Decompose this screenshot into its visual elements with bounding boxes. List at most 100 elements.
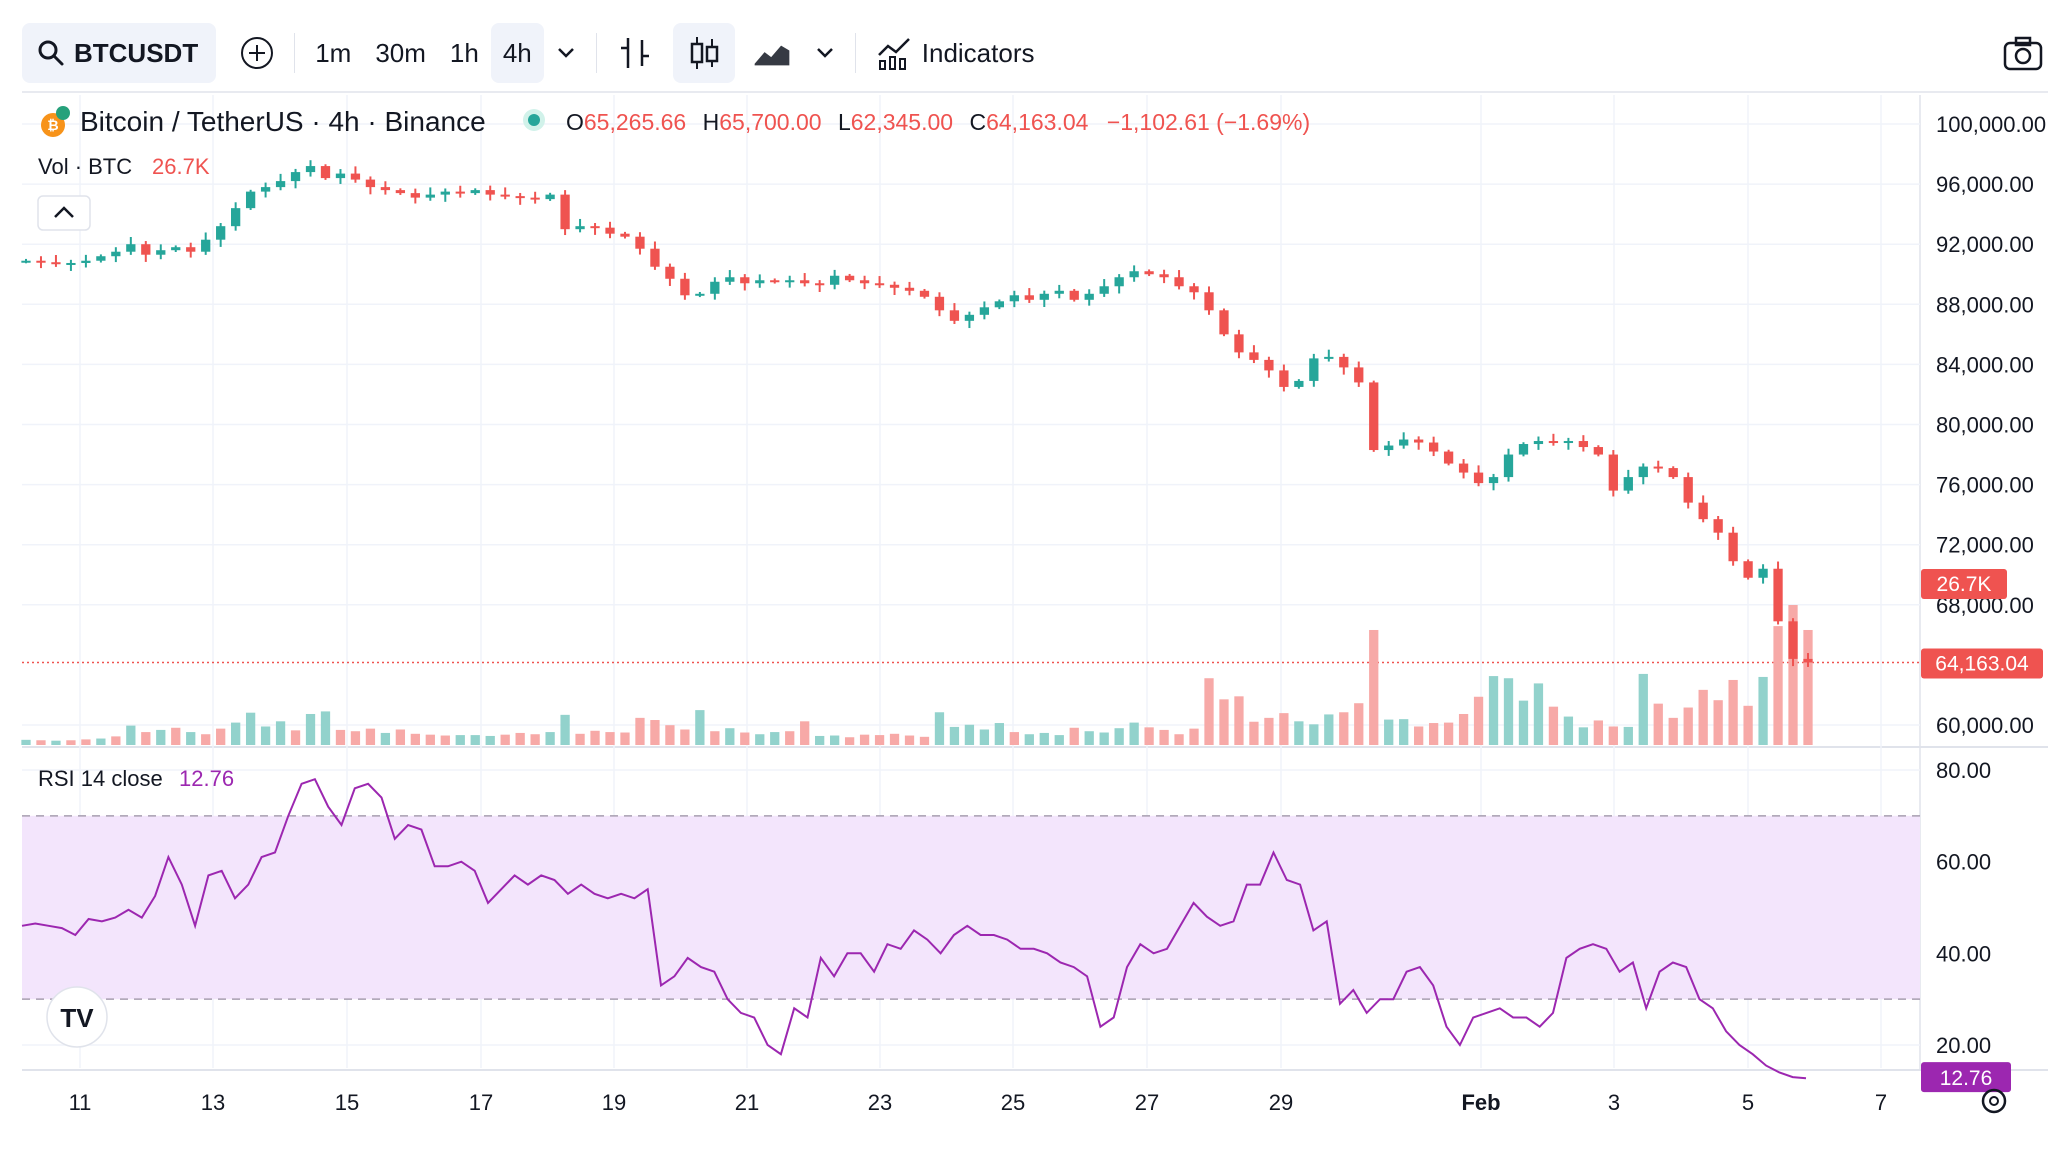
volume-bar <box>1473 696 1484 745</box>
interval-4h-button[interactable]: 4h <box>490 23 544 83</box>
candle <box>949 303 960 324</box>
last-price-text: 64,163.04 <box>1935 652 2029 675</box>
candle <box>964 311 975 329</box>
volume-value-label: 26.7K <box>1921 569 2007 599</box>
candle <box>1114 274 1124 294</box>
candle <box>1099 279 1109 297</box>
symbol-search-button[interactable]: BTCUSDT <box>22 23 217 83</box>
candle-body <box>1114 277 1124 287</box>
volume-bar <box>680 729 690 745</box>
chart-type-dropdown-button[interactable] <box>803 23 847 83</box>
interval-dropdown-button[interactable] <box>544 23 588 83</box>
candle <box>260 182 271 198</box>
candle-body <box>485 190 495 195</box>
candle <box>844 273 855 283</box>
toolbar-separator <box>595 33 597 73</box>
chevron-down-icon <box>557 48 574 58</box>
volume-bar <box>245 712 256 745</box>
candle-body <box>650 248 660 267</box>
candle-body <box>874 283 885 286</box>
volume-bar <box>290 730 301 745</box>
volume-bar <box>1189 728 1199 745</box>
candle-body <box>725 277 735 282</box>
symbol-title: Bitcoin / TetherUS · 4h · Binance <box>80 106 486 137</box>
candle-body <box>66 262 76 265</box>
volume-bar <box>725 728 735 745</box>
volume-bar <box>1204 678 1214 745</box>
compare-symbol-button[interactable] <box>228 23 286 83</box>
candle-body <box>305 166 316 173</box>
bar-style-button[interactable] <box>605 23 665 83</box>
chevron-down-icon <box>816 48 833 58</box>
collapse-legend-button[interactable] <box>37 195 91 231</box>
volume-bar <box>470 735 480 745</box>
market-status-dot <box>523 109 545 131</box>
search-icon <box>38 40 64 66</box>
volume-bar <box>201 734 211 745</box>
rsi-value-label: 12.76 <box>1921 1062 2011 1093</box>
volume-bar <box>1234 696 1244 745</box>
volume-bar <box>1533 683 1544 745</box>
candle <box>1354 361 1364 387</box>
candle <box>1309 353 1319 387</box>
candle-body <box>290 172 301 182</box>
interval-1m-button[interactable]: 1m <box>315 37 352 68</box>
candle <box>994 299 1005 310</box>
candle <box>156 244 166 260</box>
volume-bar <box>260 726 271 745</box>
volume-bar <box>231 722 241 745</box>
candle-body <box>829 275 840 285</box>
camera-button[interactable] <box>2002 34 2044 72</box>
candle <box>1728 526 1738 566</box>
volume-bar <box>515 732 525 745</box>
candle <box>530 191 540 204</box>
candle <box>1264 356 1274 378</box>
volume-bar <box>1758 676 1768 745</box>
volume-bar <box>859 734 870 745</box>
candle-body <box>1219 310 1229 335</box>
x-tick-label: 15 <box>335 1090 359 1115</box>
candle-body <box>1518 444 1529 455</box>
candle <box>1443 449 1454 466</box>
x-tick-label: 13 <box>201 1090 225 1115</box>
candle-body <box>1324 356 1334 359</box>
volume-bar <box>1159 729 1169 745</box>
x-tick-label: 19 <box>602 1090 626 1115</box>
volume-bar <box>665 725 675 745</box>
volume-bar <box>51 740 61 745</box>
candle-body <box>1159 274 1169 278</box>
candle <box>605 221 615 239</box>
candle <box>111 247 121 263</box>
candle <box>560 190 570 236</box>
candle-body <box>1653 466 1663 469</box>
candle <box>1324 349 1334 362</box>
volume-bar <box>1414 726 1424 745</box>
interval-1h-button[interactable]: 1h <box>449 37 479 68</box>
candle-body <box>425 194 435 198</box>
candle-body <box>1009 295 1019 302</box>
candles-style-button[interactable] <box>672 23 735 83</box>
candle <box>755 274 765 288</box>
volume-bar <box>1399 719 1409 745</box>
candle-body <box>1144 271 1154 275</box>
volume-bar <box>410 733 420 745</box>
volume-bar <box>1578 727 1589 745</box>
candle-body <box>695 293 705 296</box>
candle-body <box>815 283 825 286</box>
area-style-button[interactable] <box>741 23 803 83</box>
candle <box>1189 283 1199 300</box>
volume-bar <box>485 735 495 745</box>
interval-30m-button[interactable]: 30m <box>375 37 426 68</box>
volume-bar <box>305 713 316 745</box>
candle-body <box>1443 451 1454 464</box>
candle-body <box>1548 441 1559 444</box>
indicators-button[interactable]: Indicators <box>864 23 1047 83</box>
volume-bar <box>979 729 990 745</box>
candle-body <box>979 307 990 315</box>
candle <box>96 254 106 263</box>
candle-body <box>81 260 91 263</box>
candle <box>410 188 420 204</box>
candle <box>335 169 346 184</box>
grid <box>22 91 2048 1071</box>
